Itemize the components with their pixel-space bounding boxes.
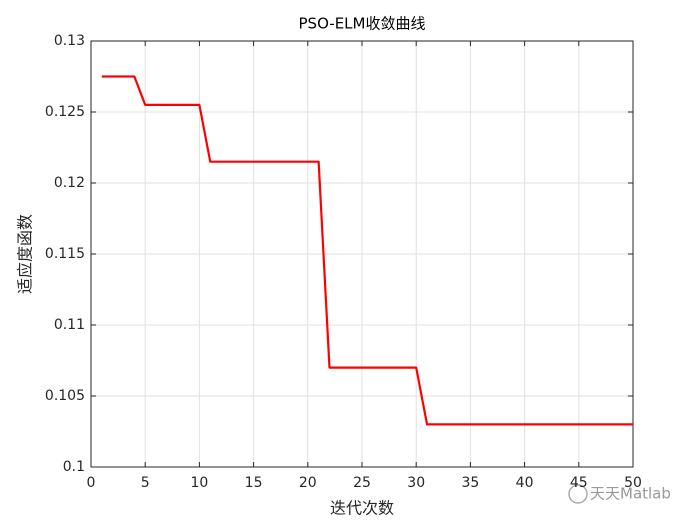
x-tick-label: 15	[245, 475, 263, 491]
x-tick-label: 45	[570, 475, 588, 491]
x-tick-label: 5	[141, 475, 150, 491]
axes-box	[90, 40, 634, 468]
x-tick-label: 0	[87, 475, 96, 491]
y-axis-label: 适应度函数	[16, 214, 35, 294]
watermark: 天天Matlab	[568, 484, 671, 504]
watermark-text: 天天Matlab	[590, 485, 671, 503]
y-tick-label: 0.1	[63, 459, 85, 475]
x-tick-label: 35	[461, 475, 479, 491]
y-tick-label: 0.115	[45, 246, 85, 262]
x-tick-label: 25	[353, 475, 371, 491]
x-tick-label: 10	[190, 475, 208, 491]
x-tick-label: 30	[407, 475, 425, 491]
y-tick-label: 0.13	[54, 33, 85, 49]
y-tick-label: 0.125	[45, 104, 85, 120]
y-tick-label: 0.12	[54, 175, 85, 191]
line-series	[101, 75, 633, 426]
y-tick-label: 0.105	[45, 388, 85, 404]
x-tick-label: 40	[516, 475, 534, 491]
chart-title: PSO-ELM收敛曲线	[299, 15, 426, 33]
y-tick-label: 0.11	[54, 317, 85, 333]
watermark-icon	[568, 484, 588, 504]
x-tick-label: 20	[299, 475, 317, 491]
x-axis-label: 迭代次数	[330, 499, 394, 518]
x-tick-label: 50	[624, 475, 642, 491]
